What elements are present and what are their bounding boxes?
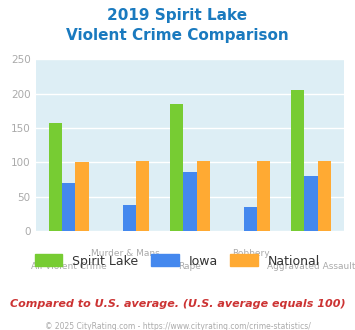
Text: Violent Crime Comparison: Violent Crime Comparison (66, 28, 289, 43)
Text: Aggravated Assault: Aggravated Assault (267, 262, 355, 271)
Bar (76, 162, 89, 231)
Bar (136, 161, 149, 231)
Bar (318, 161, 331, 231)
Text: Murder & Mans...: Murder & Mans... (91, 249, 168, 258)
Text: Compared to U.S. average. (U.S. average equals 100): Compared to U.S. average. (U.S. average … (10, 299, 345, 309)
Bar (62, 183, 76, 231)
Text: All Violent Crime: All Violent Crime (31, 262, 107, 271)
Bar (257, 161, 271, 231)
Bar (197, 161, 210, 231)
Text: 2019 Spirit Lake: 2019 Spirit Lake (108, 8, 247, 23)
Legend: Spirit Lake, Iowa, National: Spirit Lake, Iowa, National (30, 249, 325, 273)
Bar (244, 207, 257, 231)
Bar (49, 123, 62, 231)
Text: © 2025 CityRating.com - https://www.cityrating.com/crime-statistics/: © 2025 CityRating.com - https://www.city… (45, 322, 310, 330)
Bar (170, 104, 183, 231)
Text: Robbery: Robbery (232, 249, 269, 258)
Bar (183, 172, 197, 231)
Text: Rape: Rape (179, 262, 201, 271)
Bar (123, 205, 136, 231)
Bar (304, 176, 318, 231)
Bar (291, 90, 304, 231)
